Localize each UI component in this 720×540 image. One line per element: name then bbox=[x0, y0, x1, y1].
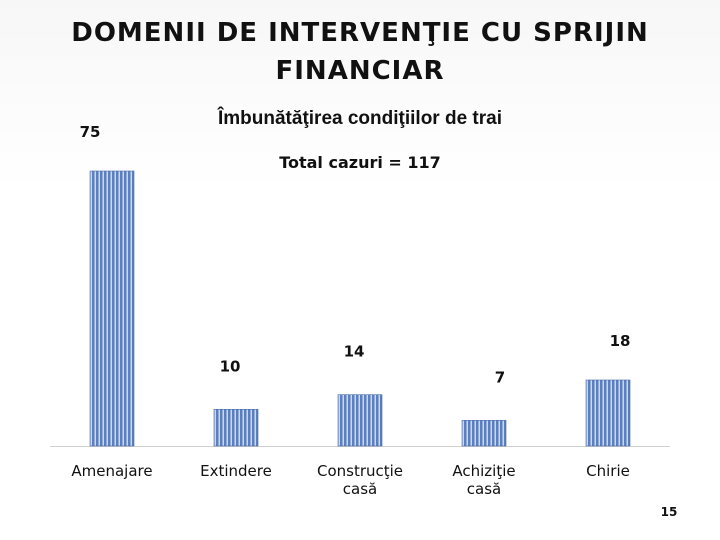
data-label-2: 14 bbox=[344, 343, 365, 361]
data-label-3: 7 bbox=[495, 368, 505, 386]
chart-subtitle: Total cazuri = 117 bbox=[279, 153, 441, 172]
category-label-1: Extindere bbox=[200, 462, 272, 480]
page-number: 15 bbox=[660, 505, 678, 519]
bar-4 bbox=[585, 379, 631, 447]
category-label-3: Achiziţie casă bbox=[452, 462, 515, 498]
bar-0 bbox=[89, 170, 135, 447]
chart-title: Îmbunătăţirea condiţiilor de trai bbox=[218, 108, 502, 129]
data-label-4: 18 bbox=[610, 332, 631, 350]
category-label-4: Chirie bbox=[586, 462, 630, 480]
data-label-0: 75 bbox=[80, 123, 101, 141]
bar-3 bbox=[461, 420, 507, 447]
bar-2 bbox=[337, 394, 383, 447]
slide-title: DOMENII DE INTERVENŢIE CU SPRIJIN FINANC… bbox=[71, 18, 649, 86]
category-label-2: Construcţie casă bbox=[317, 462, 403, 498]
data-label-1: 10 bbox=[220, 357, 241, 375]
category-label-0: Amenajare bbox=[71, 462, 152, 480]
bar-1 bbox=[213, 409, 259, 447]
